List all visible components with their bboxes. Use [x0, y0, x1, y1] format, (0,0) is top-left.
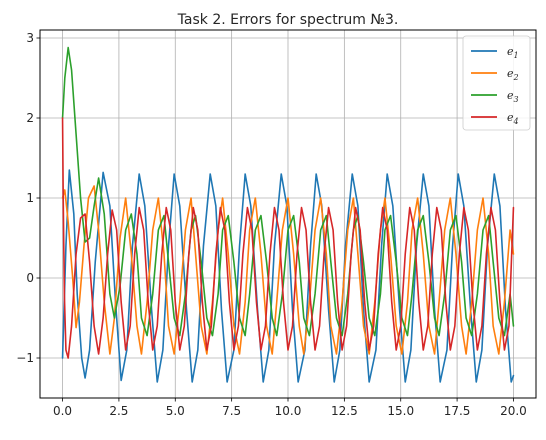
ticks: 0.0 2.5 5.0 7.5 10.0 12.5 15.0 17.5 20.0 −1 0 1 2 3 — [16, 31, 527, 418]
series-line-e1 — [61, 169, 515, 383]
legend-label-base: e — [507, 89, 514, 102]
x-tick-label: 5.0 — [166, 404, 185, 418]
x-tick-label: 20.0 — [500, 404, 527, 418]
legend-label-e1: e1 — [507, 45, 519, 60]
legend-label-subscript: 1 — [514, 51, 519, 60]
y-tick-label: 0 — [26, 271, 34, 285]
x-tick-label: 12.5 — [331, 404, 358, 418]
legend-label-e3: e3 — [507, 89, 519, 104]
chart-title: Task 2. Errors for spectrum №3. — [177, 12, 399, 28]
y-tick-label: 3 — [26, 31, 34, 45]
y-tick-label: −1 — [16, 351, 34, 365]
legend-label-base: e — [507, 45, 514, 58]
x-tick-label: 10.0 — [275, 404, 302, 418]
series-layer — [61, 46, 515, 383]
legend-box — [462, 35, 531, 131]
legend-label-base: e — [507, 67, 514, 80]
legend-label-subscript: 4 — [513, 117, 519, 126]
legend-label-subscript: 3 — [514, 95, 519, 104]
x-tick-label: 0.0 — [53, 404, 72, 418]
legend-label-subscript: 2 — [513, 73, 519, 82]
x-tick-label: 15.0 — [387, 404, 414, 418]
y-tick-label: 2 — [26, 111, 34, 125]
y-tick-label: 1 — [26, 191, 34, 205]
legend-label-e4: e4 — [507, 111, 519, 126]
series-line-e4 — [61, 117, 515, 359]
x-tick-label: 17.5 — [444, 404, 471, 418]
legend-label-base: e — [507, 111, 514, 124]
series-line-e2 — [61, 185, 515, 355]
x-tick-label: 2.5 — [109, 404, 128, 418]
legend-label-e2: e2 — [507, 67, 519, 82]
x-tick-label: 7.5 — [222, 404, 241, 418]
